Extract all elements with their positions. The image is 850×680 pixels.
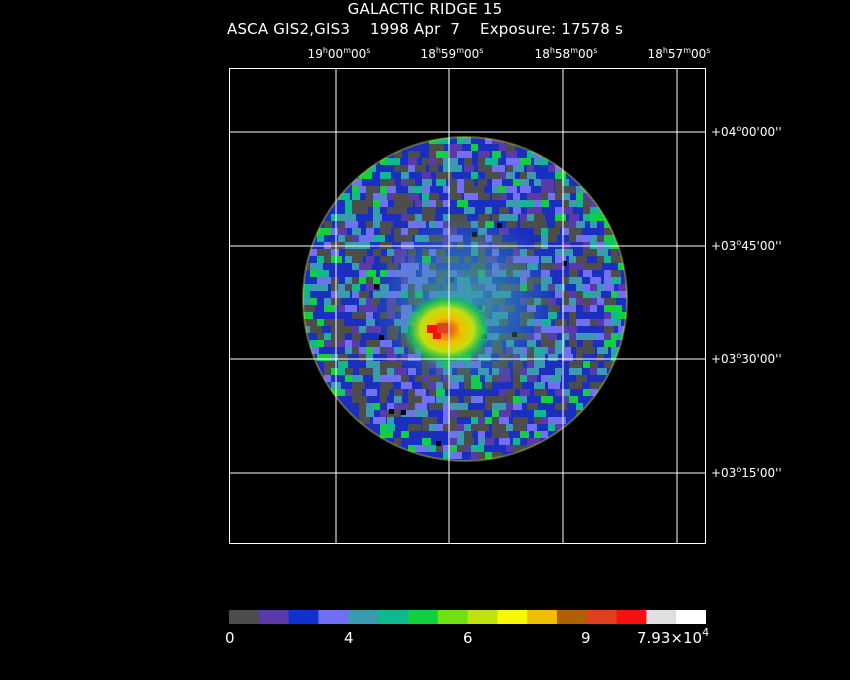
colorbar-segment [616,610,647,624]
colorbar-segment [437,610,469,624]
colorbar-segment [676,610,706,624]
source-peak [437,323,449,333]
ra-tick-label: 18h57m00s [647,46,711,62]
colorbar-segment [467,610,498,624]
dec-tick-label: +04o00'00'' [711,124,782,140]
exposure-label: Exposure: 17578 s [480,20,623,38]
dec-tick-label: +03o15'00'' [711,465,782,481]
instrument-label: ASCA GIS2,GIS3 [227,20,351,38]
fov-rim [302,136,628,462]
dec-tick-label: +03o30'00'' [711,351,782,367]
colorbar-max-label: 7.93×104 [637,626,710,647]
ra-tick-label: 18h58m00s [534,46,598,62]
source-peak [427,325,437,333]
colorbar [229,610,706,624]
colorbar-label: 6 [463,629,473,647]
figure-title: GALACTIC RIDGE 15 [347,0,503,18]
colorbar-segment [348,610,379,624]
field-of-view [302,136,628,462]
colorbar-segment [288,610,320,624]
source-peak [433,333,441,339]
source-peak [459,326,465,332]
colorbar-segment [586,610,618,624]
ra-tick-label: 18h59m00s [420,46,484,62]
coordinate-grid [229,68,706,544]
observation-date: 1998 Apr 7 [369,20,461,38]
colorbar-segment [646,610,677,624]
observation-info: ASCA GIS2,GIS3 1998 Apr 7 Exposure: 1757… [0,21,850,37]
colorbar-segment [318,610,349,624]
colorbar-label: 4 [344,629,354,647]
xray-image-panel [229,68,706,544]
colorbar-label: 9 [581,629,591,647]
colorbar-segment [497,610,528,624]
colorbar-segment [527,610,558,624]
image-border [229,68,706,544]
ra-tick-label: 19h00m00s [307,46,371,62]
dec-tick-label: +03o45'00'' [711,238,782,254]
colorbar-segment [378,610,409,624]
colorbar-segment [407,610,439,624]
colorbar-segment [258,610,290,624]
colorbar-segment [556,610,588,624]
colorbar-segment [229,610,260,624]
colorbar-label: 0 [225,629,235,647]
